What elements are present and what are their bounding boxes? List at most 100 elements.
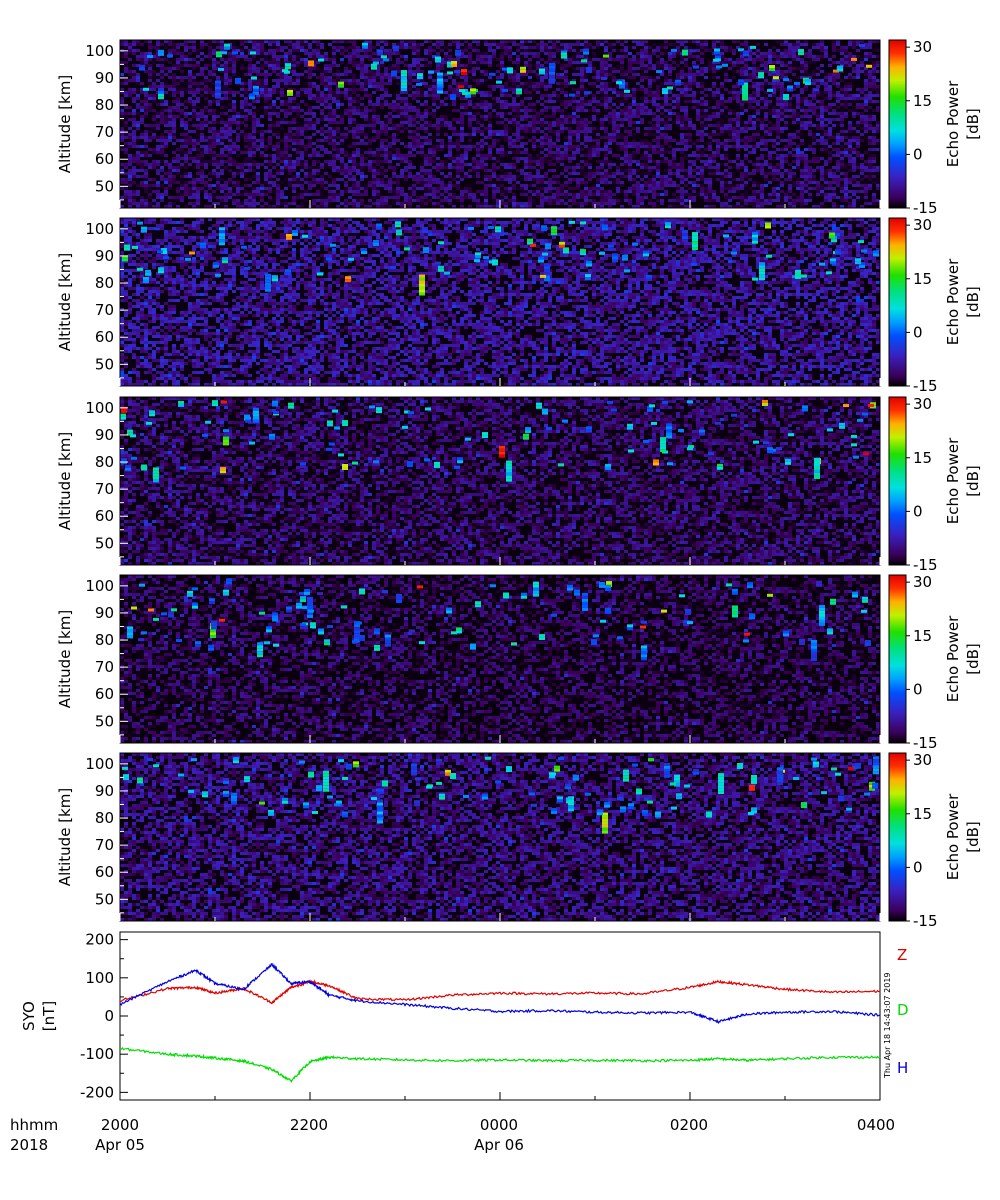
heatmap-cell <box>496 58 500 61</box>
heatmap-cell <box>192 76 196 79</box>
heatmap-cell <box>172 151 176 154</box>
heatmap-cell <box>796 106 800 109</box>
heatmap-cell <box>468 103 472 106</box>
heatmap-cell <box>280 157 284 160</box>
heatmap-cell <box>444 133 448 136</box>
heatmap-cell <box>248 73 252 76</box>
heatmap-cell <box>392 64 396 67</box>
heatmap-cell <box>496 100 500 103</box>
heatmap-cell <box>276 43 280 46</box>
heatmap-cell <box>204 100 208 103</box>
heatmap-cell <box>192 148 196 151</box>
heatmap-cell <box>748 121 752 124</box>
heatmap-cell <box>524 61 528 64</box>
heatmap-cell <box>624 40 628 43</box>
heatmap-cell <box>180 52 184 55</box>
heatmap-cell <box>288 139 292 142</box>
heatmap-cell <box>524 97 528 100</box>
heatmap-cell <box>188 118 192 121</box>
heatmap-cell <box>864 67 868 70</box>
heatmap-cell <box>136 88 140 91</box>
heatmap-cell <box>824 91 828 94</box>
heatmap-cell <box>320 76 324 79</box>
heatmap-cell <box>540 124 544 127</box>
heatmap-cell <box>136 112 140 115</box>
heatmap-cell <box>736 124 740 127</box>
heatmap-cell <box>144 154 148 157</box>
heatmap-cell <box>616 124 620 127</box>
heatmap-cell <box>800 127 804 130</box>
heatmap-cell <box>664 94 668 97</box>
heatmap-cell <box>420 142 424 145</box>
heatmap-cell <box>312 58 316 61</box>
heatmap-cell <box>532 136 536 139</box>
heatmap-cell <box>832 124 836 127</box>
heatmap-cell <box>160 100 164 103</box>
heatmap-cell <box>636 121 640 124</box>
heatmap-cell <box>472 145 476 148</box>
heatmap-cell <box>332 139 336 142</box>
heatmap-cell <box>848 85 852 88</box>
heatmap-cell <box>484 142 488 145</box>
heatmap-cell <box>660 97 664 100</box>
heatmap-cell <box>516 58 520 61</box>
heatmap-cell <box>604 136 608 139</box>
heatmap-cell <box>588 121 592 124</box>
heatmap-cell <box>768 121 772 124</box>
heatmap-cell <box>456 130 460 133</box>
heatmap-cell <box>848 88 852 91</box>
heatmap-cell <box>512 157 516 160</box>
heatmap-cell <box>480 79 484 82</box>
heatmap-cell <box>380 124 384 127</box>
heatmap-cell <box>316 55 320 58</box>
heatmap-cell <box>480 94 484 97</box>
heatmap-cell <box>676 148 680 151</box>
heatmap-cell <box>304 124 308 127</box>
heatmap-cell <box>316 145 320 148</box>
heatmap-cell <box>760 100 764 103</box>
heatmap-cell <box>524 112 528 115</box>
heatmap-cell <box>808 100 812 103</box>
heatmap-cell <box>612 49 616 52</box>
heatmap-cell <box>244 157 248 160</box>
heatmap-cell <box>820 79 824 82</box>
heatmap-cell <box>688 52 692 55</box>
heatmap-cell <box>620 112 624 115</box>
heatmap-cell <box>876 55 880 58</box>
heatmap-cell <box>516 151 520 154</box>
heatmap-cell <box>204 124 208 127</box>
heatmap-cell <box>120 127 124 130</box>
heatmap-cell <box>288 49 292 52</box>
heatmap-cell <box>208 52 212 55</box>
heatmap-cell <box>372 85 376 88</box>
heatmap-cell <box>336 127 340 130</box>
heatmap-cell <box>288 58 292 61</box>
heatmap-cell <box>288 79 292 82</box>
heatmap-cell <box>732 70 736 73</box>
heatmap-cell <box>648 160 652 163</box>
heatmap-cell <box>384 82 388 85</box>
heatmap-cell <box>632 160 636 163</box>
heatmap-cell <box>360 139 364 142</box>
heatmap-cell <box>524 91 528 94</box>
heatmap-cell <box>740 160 744 163</box>
heatmap-cell <box>204 73 208 76</box>
heatmap-cell <box>164 67 168 70</box>
heatmap-cell <box>488 130 492 133</box>
heatmap-cell <box>512 115 516 118</box>
heatmap-cell <box>548 97 552 100</box>
heatmap-cell <box>564 85 568 88</box>
heatmap-cell <box>184 76 188 79</box>
heatmap-cell <box>860 154 864 157</box>
heatmap-cell <box>500 112 504 115</box>
heatmap-cell <box>872 67 876 70</box>
heatmap-cell <box>560 115 564 118</box>
heatmap-cell <box>172 94 176 97</box>
heatmap-cell <box>452 133 456 136</box>
heatmap-cell <box>780 70 784 73</box>
heatmap-cell <box>132 91 136 94</box>
heatmap-cell <box>572 109 576 112</box>
heatmap-cell <box>284 82 288 85</box>
heatmap-cell <box>308 97 312 100</box>
heatmap-cell <box>220 79 224 82</box>
